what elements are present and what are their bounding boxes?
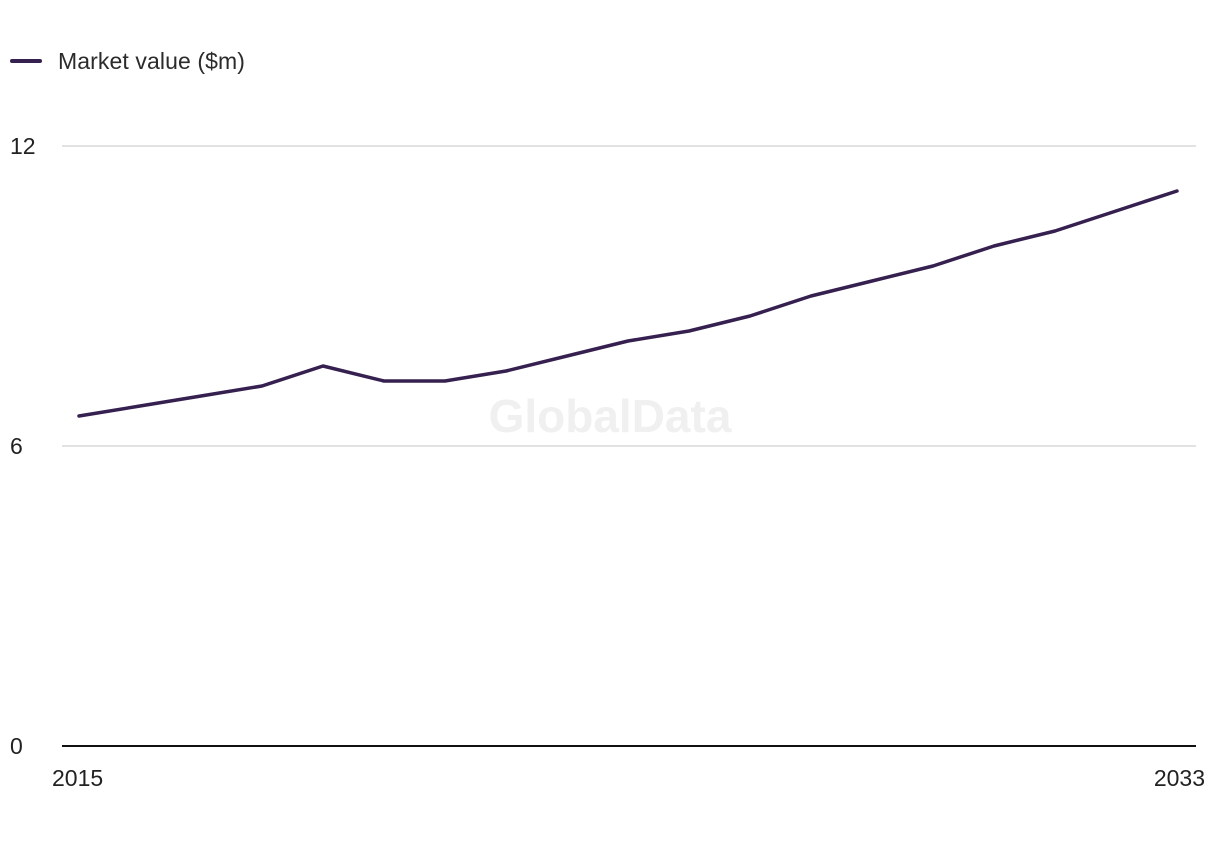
series-layer <box>77 189 1179 418</box>
legend-label: Market value ($m) <box>58 47 246 74</box>
x-tick-label: 2015 <box>52 765 103 791</box>
y-tick-label: 6 <box>10 433 23 459</box>
legend-swatch <box>10 59 42 63</box>
gridlines <box>62 145 1196 447</box>
legend: Market value ($m) <box>10 44 245 78</box>
y-tick-label: 12 <box>10 133 36 159</box>
x-tick-label: 2033 <box>1154 765 1205 791</box>
series-line-market-value <box>77 189 1179 418</box>
y-tick-label: 0 <box>10 733 23 759</box>
axes: 0 6 12 2015 2033 <box>10 133 1205 791</box>
watermark: GlobalData <box>489 390 732 442</box>
